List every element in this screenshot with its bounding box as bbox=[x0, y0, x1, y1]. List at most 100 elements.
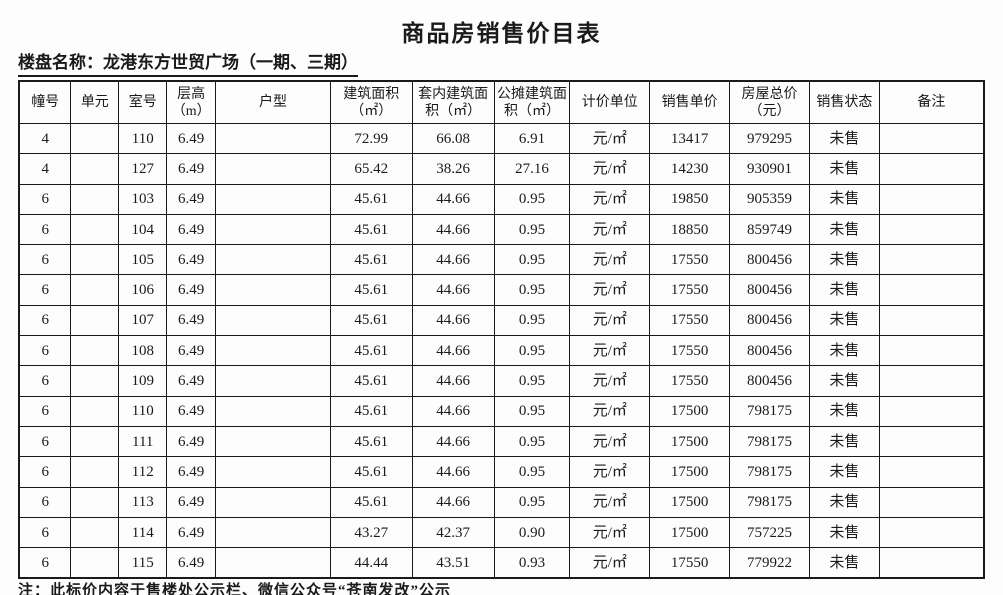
table-cell: 38.26 bbox=[411, 153, 495, 185]
table-cell: 979295 bbox=[729, 122, 810, 155]
table-cell bbox=[878, 274, 985, 306]
table-cell bbox=[878, 395, 985, 427]
table-cell: 未售 bbox=[808, 274, 880, 306]
table-cell: 18850 bbox=[649, 213, 731, 246]
table-cell: 17500 bbox=[649, 516, 731, 549]
table-cell: 元/㎡ bbox=[569, 335, 651, 367]
price-table: 幢号 单元 室号 层高 （m） 户型 建筑面积 （㎡） 套内建筑面 积（㎡） 公摊建筑面 积（… bbox=[18, 80, 985, 580]
table-cell: 44.66 bbox=[411, 425, 495, 458]
table-cell: 0.95 bbox=[493, 456, 571, 488]
table-cell: 6 bbox=[18, 395, 72, 427]
table-cell: 6.49 bbox=[166, 213, 217, 246]
table-cell: 6 bbox=[18, 486, 72, 518]
table-cell bbox=[70, 456, 120, 488]
table-cell bbox=[70, 395, 120, 427]
table-cell: 未售 bbox=[808, 244, 880, 276]
table-cell: 6.49 bbox=[166, 486, 217, 518]
table-cell: 45.61 bbox=[329, 274, 413, 306]
table-cell bbox=[70, 213, 120, 246]
table-row: 6 106 6.49 45.61 44.66 0.95 元/㎡ 17550 800456 未售 bbox=[18, 274, 985, 306]
table-cell: 44.66 bbox=[411, 486, 495, 518]
table-cell: 43.51 bbox=[411, 547, 495, 579]
table-cell: 元/㎡ bbox=[569, 456, 651, 488]
column-header: 建筑面积 （㎡） bbox=[329, 80, 413, 124]
table-cell: 0.95 bbox=[493, 304, 571, 337]
column-header: 公摊建筑面 积（㎡） bbox=[493, 80, 571, 124]
table-cell bbox=[215, 365, 331, 397]
column-header: 房屋总价 （元） bbox=[729, 80, 810, 124]
table-cell: 66.08 bbox=[411, 122, 495, 155]
table-cell: 未售 bbox=[808, 516, 880, 549]
table-cell bbox=[215, 183, 331, 215]
table-cell: 6.49 bbox=[166, 335, 217, 367]
table-cell: 115 bbox=[118, 547, 168, 579]
table-row: 6 110 6.49 45.61 44.66 0.95 元/㎡ 17500 798175 未售 bbox=[18, 395, 985, 427]
table-row: 6 112 6.49 45.61 44.66 0.95 元/㎡ 17500 798175 未售 bbox=[18, 456, 985, 488]
table-cell: 6.49 bbox=[166, 547, 217, 579]
table-cell: 17550 bbox=[649, 365, 731, 397]
table-cell bbox=[70, 122, 120, 155]
table-cell: 44.66 bbox=[411, 365, 495, 397]
table-row: 6 104 6.49 45.61 44.66 0.95 元/㎡ 18850 859749 未售 bbox=[18, 213, 985, 246]
table-cell bbox=[70, 274, 120, 306]
table-cell bbox=[70, 486, 120, 518]
table-cell: 6 bbox=[18, 335, 72, 367]
table-cell: 44.66 bbox=[411, 395, 495, 427]
table-cell: 45.61 bbox=[329, 304, 413, 337]
table-cell: 757225 bbox=[729, 516, 810, 549]
table-cell bbox=[70, 183, 120, 215]
table-cell: 0.90 bbox=[493, 516, 571, 549]
table-cell: 未售 bbox=[808, 365, 880, 397]
table-cell: 6.49 bbox=[166, 365, 217, 397]
table-cell: 6.49 bbox=[166, 183, 217, 215]
table-cell: 109 bbox=[118, 365, 168, 397]
table-cell: 未售 bbox=[808, 122, 880, 155]
table-cell: 未售 bbox=[808, 153, 880, 185]
table-cell bbox=[878, 547, 985, 579]
table-cell: 17550 bbox=[649, 244, 731, 276]
table-cell: 127 bbox=[118, 153, 168, 185]
table-cell bbox=[70, 547, 120, 579]
table-cell: 105 bbox=[118, 244, 168, 276]
table-cell bbox=[215, 516, 331, 549]
table-cell: 6.49 bbox=[166, 516, 217, 549]
table-cell: 798175 bbox=[729, 425, 810, 458]
table-cell bbox=[215, 122, 331, 155]
table-cell: 113 bbox=[118, 486, 168, 518]
column-header: 备注 bbox=[878, 80, 985, 124]
table-cell: 元/㎡ bbox=[569, 153, 651, 185]
footnote: 注：此标价内容于售楼处公示栏、微信公众号“苍南发改”公示 bbox=[18, 583, 452, 595]
table-cell: 6 bbox=[18, 425, 72, 458]
table-cell: 110 bbox=[118, 395, 168, 427]
table-cell: 45.61 bbox=[329, 425, 413, 458]
table-cell bbox=[215, 244, 331, 276]
table-cell: 17550 bbox=[649, 304, 731, 337]
table-cell: 45.61 bbox=[329, 213, 413, 246]
table-cell: 17500 bbox=[649, 395, 731, 427]
table-cell bbox=[215, 335, 331, 367]
table-cell: 6.49 bbox=[166, 304, 217, 337]
table-cell: 104 bbox=[118, 213, 168, 246]
table-row: 6 105 6.49 45.61 44.66 0.95 元/㎡ 17550 800456 未售 bbox=[18, 244, 985, 276]
table-cell: 0.95 bbox=[493, 425, 571, 458]
table-cell: 6 bbox=[18, 516, 72, 549]
table-cell: 未售 bbox=[808, 425, 880, 458]
table-cell bbox=[70, 425, 120, 458]
table-cell bbox=[70, 304, 120, 337]
table-cell: 65.42 bbox=[329, 153, 413, 185]
table-cell: 6.49 bbox=[166, 425, 217, 458]
table-cell: 6 bbox=[18, 304, 72, 337]
table-cell: 859749 bbox=[729, 213, 810, 246]
table-cell: 元/㎡ bbox=[569, 274, 651, 306]
table-cell: 108 bbox=[118, 335, 168, 367]
table-cell: 930901 bbox=[729, 153, 810, 185]
table-cell: 44.66 bbox=[411, 274, 495, 306]
table-cell: 106 bbox=[118, 274, 168, 306]
table-cell: 0.95 bbox=[493, 365, 571, 397]
table-cell: 107 bbox=[118, 304, 168, 337]
table-cell: 110 bbox=[118, 122, 168, 155]
table-cell: 17550 bbox=[649, 547, 731, 579]
table-cell bbox=[70, 516, 120, 549]
table-cell: 13417 bbox=[649, 122, 731, 155]
